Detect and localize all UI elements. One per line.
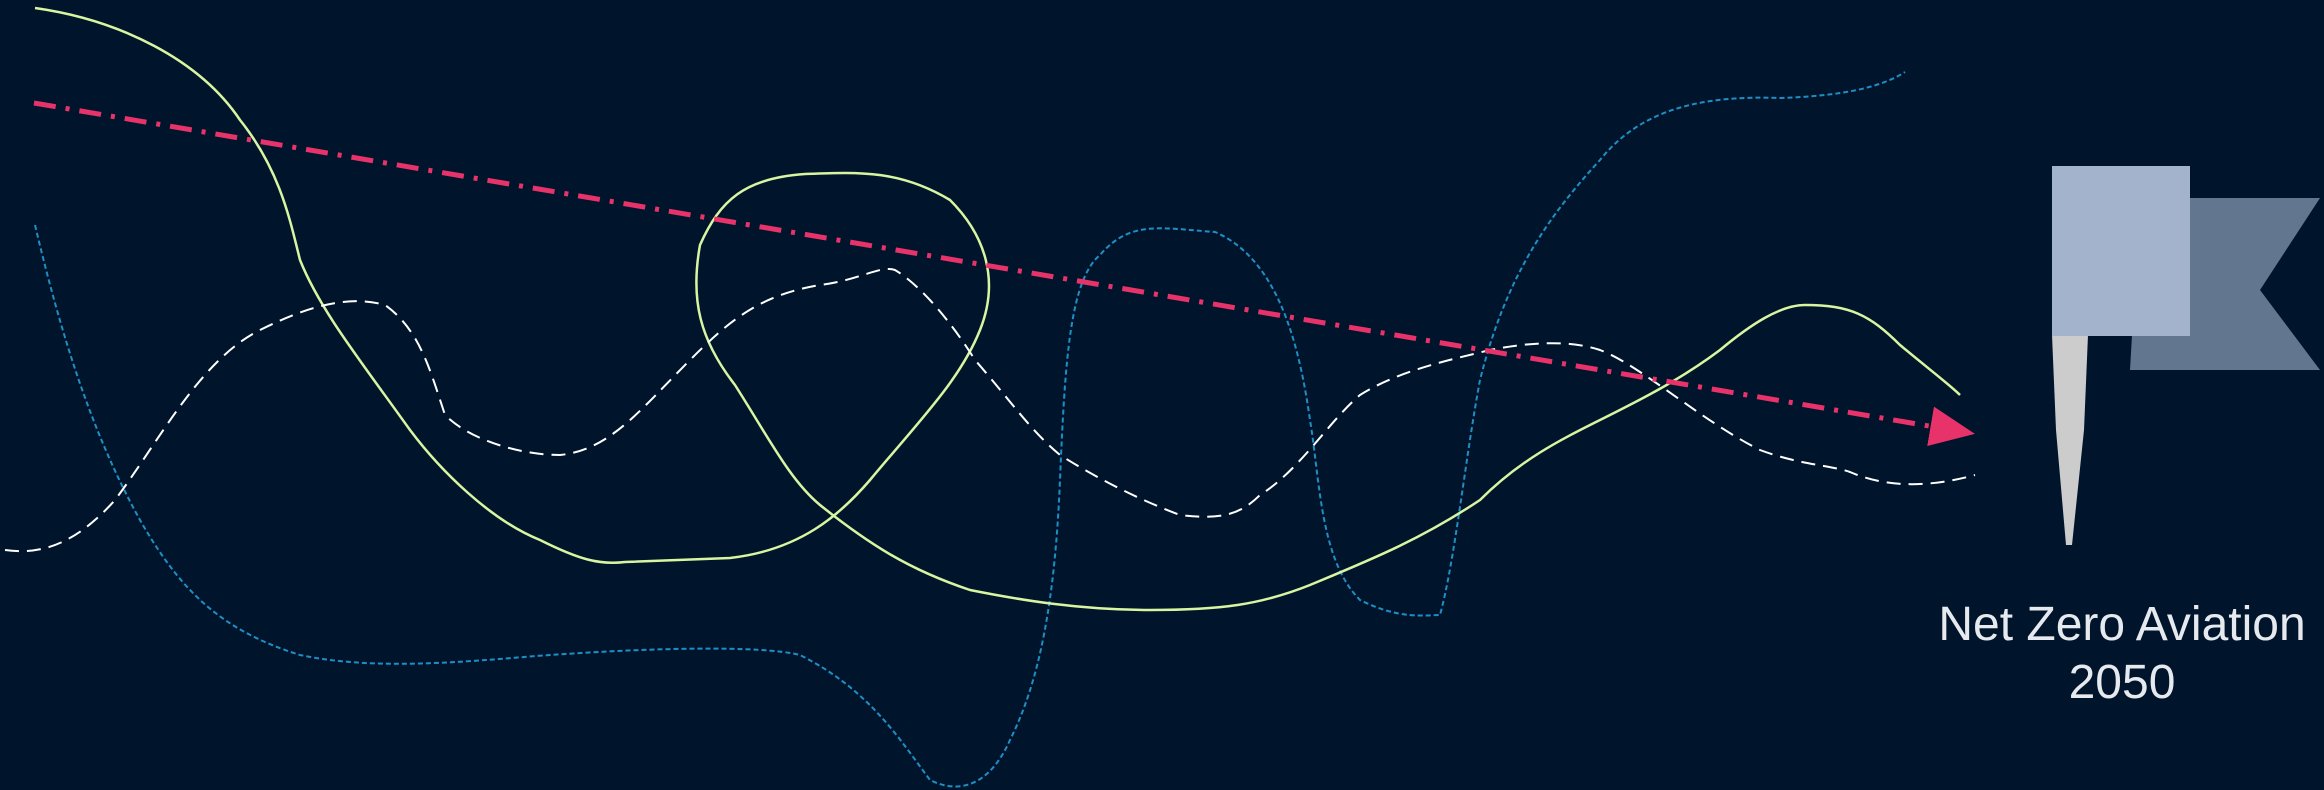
goal-caption: Net Zero Aviation 2050	[1900, 596, 2324, 712]
goal-caption-line2: 2050	[2068, 656, 2176, 709]
trend-arrow	[33, 100, 1975, 446]
goal-caption-line1: Net Zero Aviation	[1938, 598, 2306, 651]
flag-icon	[2052, 166, 2320, 545]
green-solid-path	[34, 6, 1961, 612]
white-dashed-path	[4, 268, 1976, 553]
blue-dotted-path	[34, 71, 1906, 788]
